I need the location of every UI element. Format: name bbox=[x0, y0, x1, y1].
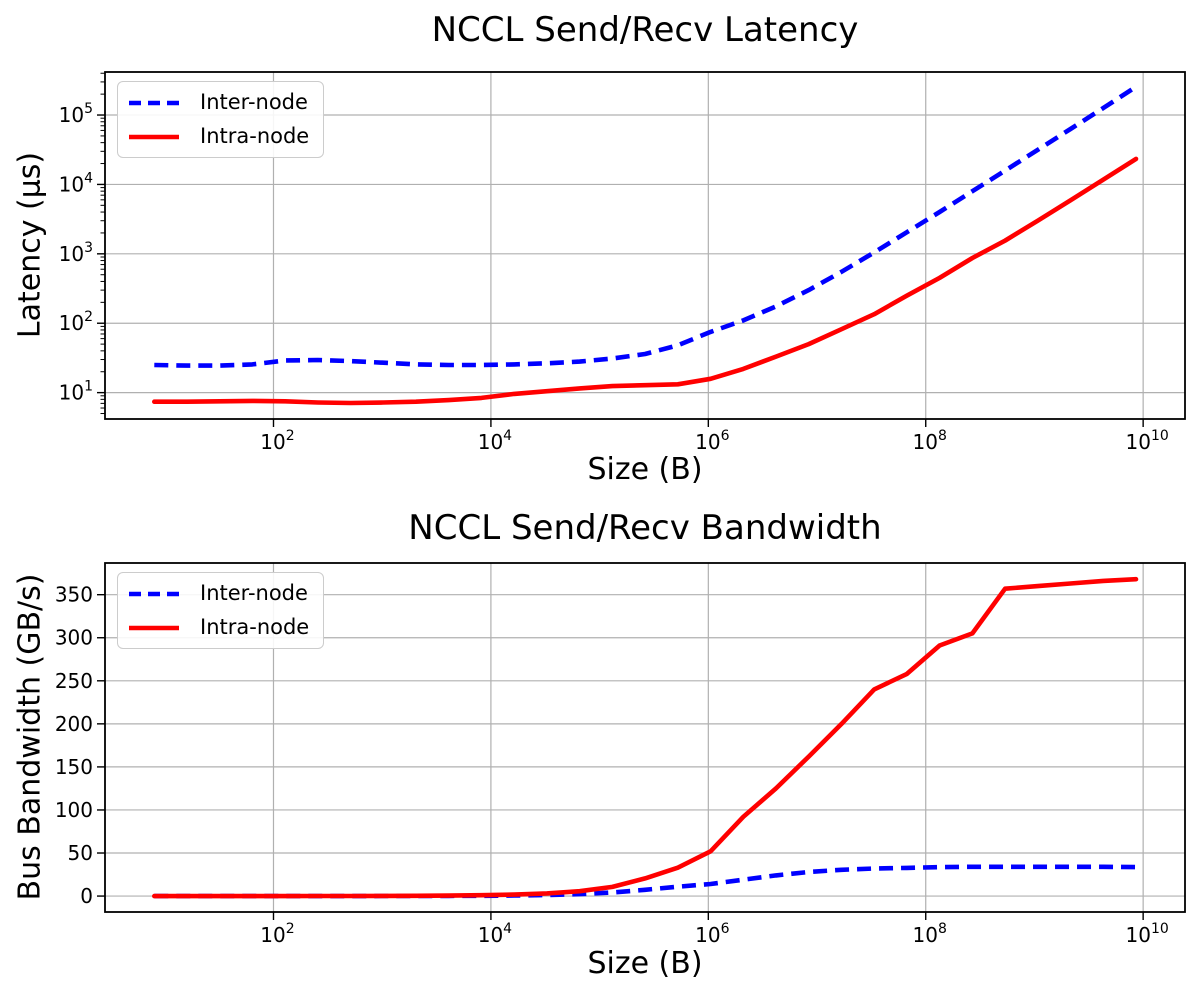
bandwidth-chart-title: NCCL Send/Recv Bandwidth bbox=[408, 508, 882, 548]
tick-label: 108 bbox=[913, 921, 947, 947]
tick-label: 104 bbox=[478, 921, 512, 947]
tick-label: 104 bbox=[59, 170, 93, 196]
tick-label: 106 bbox=[695, 428, 729, 454]
tick-label: 0 bbox=[80, 884, 93, 908]
chart-0: 102 104 106 108 1010 101 102 103 104 105 bbox=[59, 71, 1186, 454]
latency-chart-title: NCCL Send/Recv Latency bbox=[431, 10, 859, 50]
plot-border bbox=[104, 71, 1186, 420]
series-line-intra-node bbox=[152, 576, 1139, 899]
tick-label: 104 bbox=[478, 428, 512, 454]
tick-label: 101 bbox=[59, 379, 93, 405]
dashed-line-sample-icon bbox=[129, 591, 179, 596]
tick-label: 1010 bbox=[1126, 428, 1169, 454]
tick-label: 106 bbox=[695, 921, 729, 947]
tick-label: 150 bbox=[55, 755, 93, 779]
legend-row-intra-node: Intra-node bbox=[128, 615, 309, 640]
solid-line-sample-icon bbox=[129, 625, 179, 631]
solid-line-sample-icon bbox=[129, 134, 179, 140]
tick-label: 102 bbox=[59, 309, 93, 335]
tick-label: 50 bbox=[68, 841, 93, 865]
plot-border bbox=[104, 562, 1186, 913]
tick-label: 105 bbox=[59, 101, 93, 127]
series-line-intra-node bbox=[152, 156, 1139, 406]
legend-row-inter-node: Inter-node bbox=[128, 581, 309, 606]
series-line-inter-node bbox=[154, 84, 1138, 368]
dashed-line-sample-icon bbox=[129, 100, 179, 105]
legend-label-intra-node: Intra-node bbox=[200, 615, 310, 640]
bandwidth-x-axis-label: Size (B) bbox=[587, 946, 703, 981]
bandwidth-y-axis-label: Bus Bandwidth (GB/s) bbox=[12, 573, 48, 901]
tick-label: 250 bbox=[55, 669, 93, 693]
tick-label: 103 bbox=[59, 240, 93, 266]
tick-label: 1010 bbox=[1126, 921, 1169, 947]
latency-x-axis-label: Size (B) bbox=[587, 452, 703, 487]
legend-label-inter-node: Inter-node bbox=[200, 581, 308, 605]
tick-label: 200 bbox=[55, 712, 93, 736]
legend-label-intra-node: Intra-node bbox=[200, 124, 310, 149]
legend-row-inter-node: Inter-node bbox=[128, 90, 309, 115]
tick-label: 350 bbox=[55, 583, 93, 607]
tick-label: 300 bbox=[55, 626, 93, 650]
tick-label: 102 bbox=[260, 428, 294, 454]
tick-label: 100 bbox=[55, 798, 93, 822]
latency-y-axis-label: Latency (µs) bbox=[12, 151, 48, 339]
legend-label-inter-node: Inter-node bbox=[200, 90, 308, 114]
tick-label: 108 bbox=[913, 428, 947, 454]
legend-row-intra-node: Intra-node bbox=[128, 124, 309, 149]
latency-legend: Inter-node Intra-node bbox=[117, 81, 325, 159]
series-line-inter-node bbox=[154, 864, 1137, 899]
bandwidth-legend: Inter-node Intra-node bbox=[117, 572, 325, 650]
chart-1: 102 104 106 108 1010 0 50 100 150 200 250 300 350 bbox=[55, 562, 1186, 947]
tick-label: 102 bbox=[260, 921, 294, 947]
